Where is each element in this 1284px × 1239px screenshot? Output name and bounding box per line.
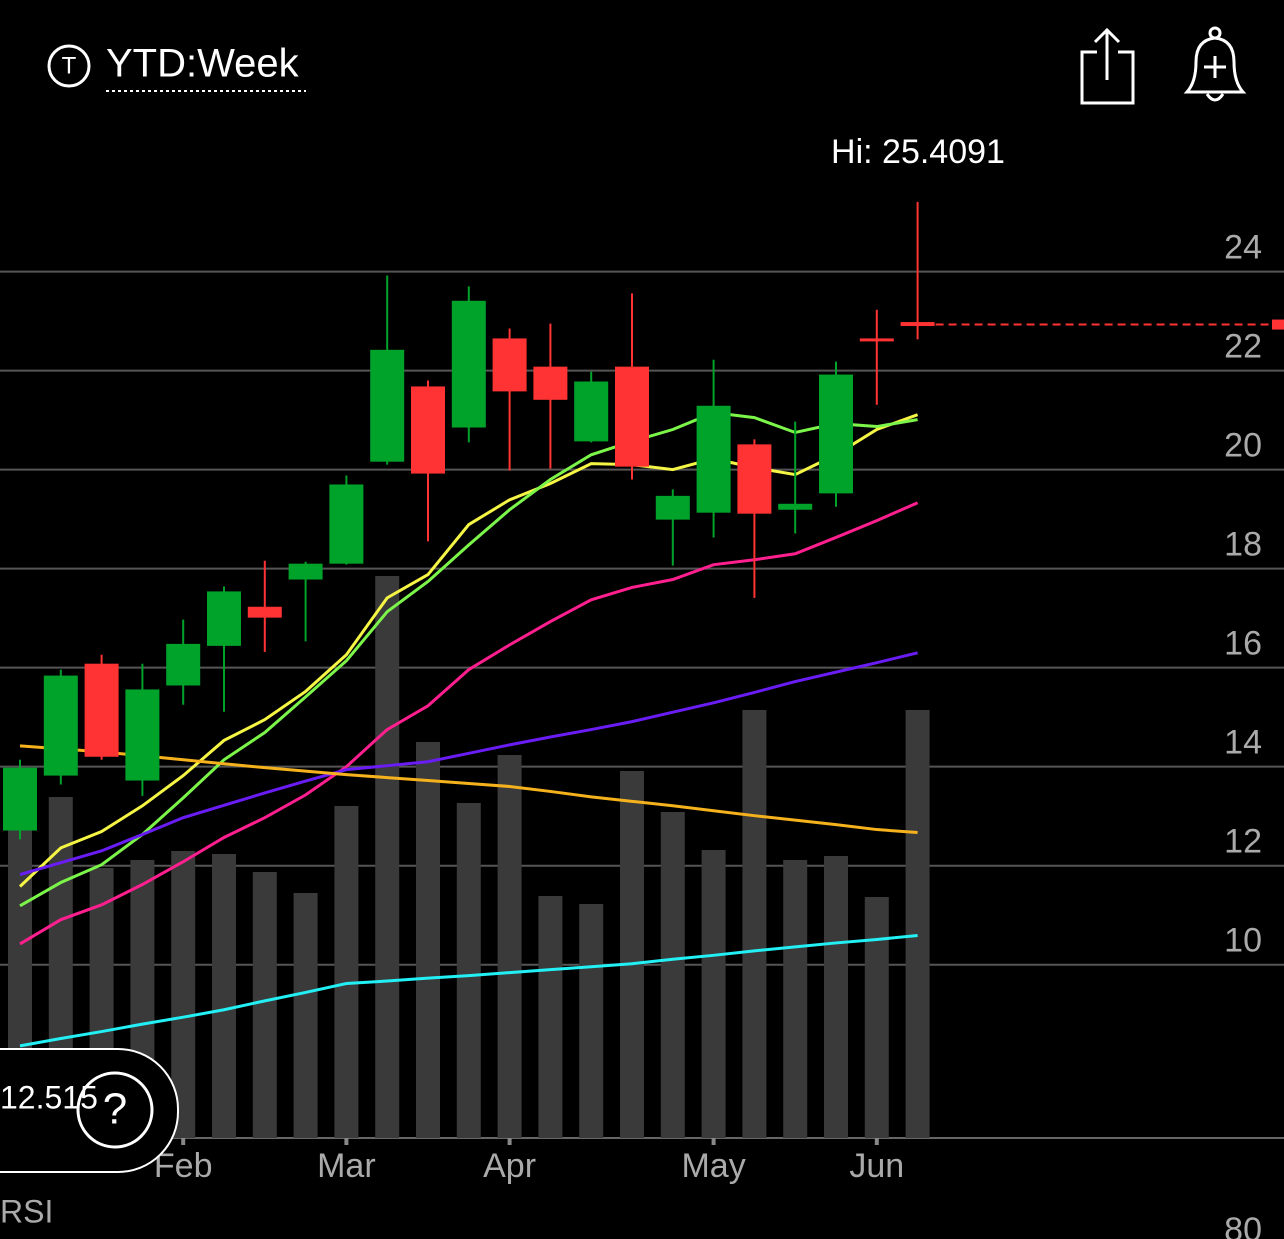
y-tick-label: 14 bbox=[1224, 724, 1262, 762]
candle-body bbox=[3, 767, 37, 831]
ma-line bbox=[19, 501, 919, 946]
candle-body bbox=[655, 495, 690, 520]
candle-body bbox=[615, 366, 649, 467]
volume-bar bbox=[742, 710, 767, 1138]
range-title[interactable]: YTD:Week bbox=[106, 42, 300, 86]
x-tick-label: Mar bbox=[317, 1147, 376, 1185]
candles bbox=[3, 201, 935, 840]
range-icon bbox=[47, 44, 91, 88]
ma-line bbox=[19, 651, 918, 877]
candle-body bbox=[166, 643, 201, 686]
ma-line bbox=[19, 744, 918, 835]
share-box bbox=[1080, 50, 1135, 105]
candle-body bbox=[329, 484, 364, 564]
volume-bar bbox=[375, 576, 400, 1138]
y-tick-label: 10 bbox=[1224, 922, 1262, 960]
candle-body bbox=[125, 689, 160, 781]
y-tick-label: 22 bbox=[1224, 328, 1262, 366]
candle-body bbox=[43, 675, 78, 776]
candle-body bbox=[778, 503, 813, 510]
volume-bar bbox=[864, 897, 889, 1138]
rsi-tick-label: 80 bbox=[1224, 1211, 1262, 1239]
volume-bar bbox=[293, 893, 318, 1138]
candle-body bbox=[737, 444, 772, 514]
y-tick-label: 24 bbox=[1224, 229, 1262, 267]
volume-bar bbox=[334, 806, 359, 1138]
crosshair-bubble[interactable]: 12.515 ? bbox=[0, 1048, 179, 1173]
volume-bar bbox=[783, 860, 808, 1138]
candle-body bbox=[492, 338, 527, 392]
ma-line bbox=[19, 934, 918, 1048]
share-arrow bbox=[1093, 27, 1121, 80]
crosshair-value: 12.515 bbox=[0, 1079, 98, 1115]
bell-plus bbox=[1204, 56, 1226, 78]
candle-body bbox=[574, 381, 609, 442]
volume-bar bbox=[416, 742, 440, 1138]
ma-line bbox=[19, 411, 918, 908]
volume-bar bbox=[824, 856, 848, 1138]
volume-bar bbox=[701, 850, 726, 1138]
bell-top bbox=[1208, 26, 1222, 40]
x-tick-label: Apr bbox=[483, 1147, 536, 1185]
plot: 10 12 14 16 18 20 22 24 Feb Mar Apr May Jun Hi: 25.40… bbox=[0, 133, 1284, 1185]
volume-bar bbox=[579, 904, 604, 1138]
y-tick-label: 20 bbox=[1224, 427, 1262, 465]
candle-body bbox=[370, 349, 405, 462]
range-icon-letter: T bbox=[62, 52, 77, 79]
volume-bar bbox=[905, 710, 930, 1138]
candle-body bbox=[819, 374, 853, 494]
x-tick-label: Jun bbox=[849, 1147, 904, 1185]
last-price-marker bbox=[1272, 319, 1284, 330]
volume-bar bbox=[660, 812, 685, 1138]
y-tick-label: 12 bbox=[1224, 823, 1262, 861]
volume: Feb Mar Apr May Jun bbox=[8, 576, 930, 1185]
candle-body bbox=[84, 663, 119, 757]
volume-bar bbox=[252, 872, 277, 1138]
help-icon: ? bbox=[103, 1085, 127, 1134]
x-tick-label: Feb bbox=[154, 1147, 213, 1185]
volume-bar bbox=[212, 854, 236, 1138]
volume-bar bbox=[538, 896, 563, 1138]
rsi-axis: 80 bbox=[1224, 1211, 1262, 1239]
candle-body bbox=[859, 338, 894, 342]
bell-clapper bbox=[1205, 93, 1225, 102]
x-tick-label: May bbox=[681, 1147, 745, 1185]
candle-body bbox=[411, 386, 445, 474]
volume-bar bbox=[620, 771, 644, 1138]
rsi-label: RSI bbox=[0, 1193, 53, 1229]
candle-body bbox=[533, 366, 568, 400]
candle-body bbox=[207, 591, 241, 646]
y-tick-label: 16 bbox=[1224, 625, 1262, 663]
candle-body bbox=[900, 322, 935, 327]
help-button[interactable] bbox=[76, 1071, 154, 1149]
share-button[interactable] bbox=[1080, 27, 1135, 105]
volume-bar bbox=[497, 755, 522, 1138]
candle-body bbox=[247, 606, 282, 618]
grid: 10 12 14 16 18 20 22 24 bbox=[0, 229, 1284, 1139]
candle-body bbox=[696, 405, 731, 513]
volume-bar bbox=[456, 803, 481, 1138]
alert-button[interactable] bbox=[1183, 26, 1247, 102]
range-button[interactable]: T YTD:Week bbox=[47, 42, 306, 92]
high-label: Hi: 25.4091 bbox=[831, 133, 1005, 171]
y-tick-label: 18 bbox=[1224, 526, 1262, 564]
candle-body bbox=[288, 563, 323, 580]
candle-body bbox=[451, 300, 486, 428]
